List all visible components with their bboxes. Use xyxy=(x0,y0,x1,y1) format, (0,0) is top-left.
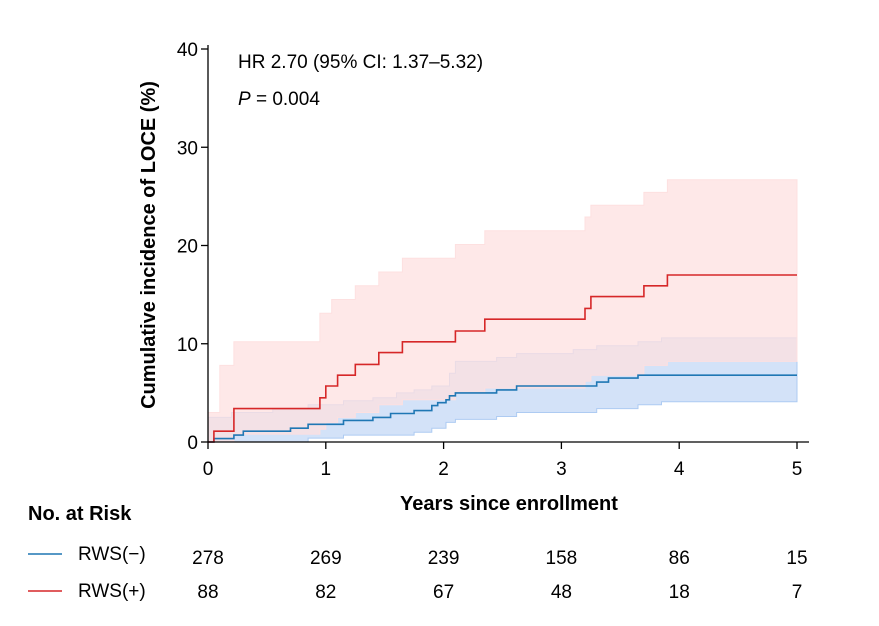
confidence-bands xyxy=(207,179,798,443)
x-tick-label: 1 xyxy=(321,459,332,480)
annotation-p-value: = 0.004 xyxy=(251,89,321,110)
risk-count: 82 xyxy=(315,582,336,603)
risk-count: 88 xyxy=(197,582,218,603)
x-axis-title: Years since enrollment xyxy=(400,493,618,515)
risk-count: 269 xyxy=(310,548,342,569)
risk-count: 18 xyxy=(669,582,690,603)
risk-count: 86 xyxy=(669,548,690,569)
risk-count: 7 xyxy=(792,582,803,603)
axes: 0 10 20 30 40 0 1 2 3 4 5 xyxy=(177,40,809,480)
y-tick-label: 30 xyxy=(177,138,198,159)
y-tick-label: 40 xyxy=(177,40,198,61)
legend-label-rws-neg: RWS(−) xyxy=(78,544,146,565)
series-line-rws-neg xyxy=(208,374,797,443)
series-line-rws-pos xyxy=(208,274,797,443)
risk-table-title: No. at Risk xyxy=(28,503,132,525)
y-tick-label: 20 xyxy=(177,237,198,258)
x-tick-label: 2 xyxy=(438,459,449,480)
series-lines xyxy=(208,274,797,443)
ci-band-rws-pos xyxy=(207,179,798,443)
risk-row-rws-neg: RWS(−) 278 269 239 158 86 15 xyxy=(28,544,808,569)
risk-counts-rws-pos: 88 82 67 48 18 7 xyxy=(197,582,802,603)
y-tick-label: 10 xyxy=(177,335,198,356)
risk-count: 15 xyxy=(786,548,807,569)
risk-counts-rws-neg: 278 269 239 158 86 15 xyxy=(192,548,807,569)
x-tick-label: 3 xyxy=(556,459,567,480)
risk-count: 239 xyxy=(428,548,460,569)
risk-row-rws-pos: RWS(+) 88 82 67 48 18 7 xyxy=(28,581,802,603)
annotation-p: P = 0.004 xyxy=(238,89,320,110)
risk-count: 158 xyxy=(546,548,578,569)
x-tick-label: 5 xyxy=(792,459,803,480)
x-tick-label: 4 xyxy=(674,459,685,480)
y-axis-title: Cumulative incidence of LOCE (%) xyxy=(138,81,160,409)
annotation-p-symbol: P xyxy=(238,89,251,110)
legend-label-rws-pos: RWS(+) xyxy=(78,581,146,602)
y-tick-label: 0 xyxy=(187,433,198,454)
annotation-hr: HR 2.70 (95% CI: 1.37–5.32) xyxy=(238,52,483,73)
risk-count: 278 xyxy=(192,548,224,569)
risk-count: 67 xyxy=(433,582,454,603)
risk-count: 48 xyxy=(551,582,572,603)
x-tick-label: 0 xyxy=(203,459,214,480)
